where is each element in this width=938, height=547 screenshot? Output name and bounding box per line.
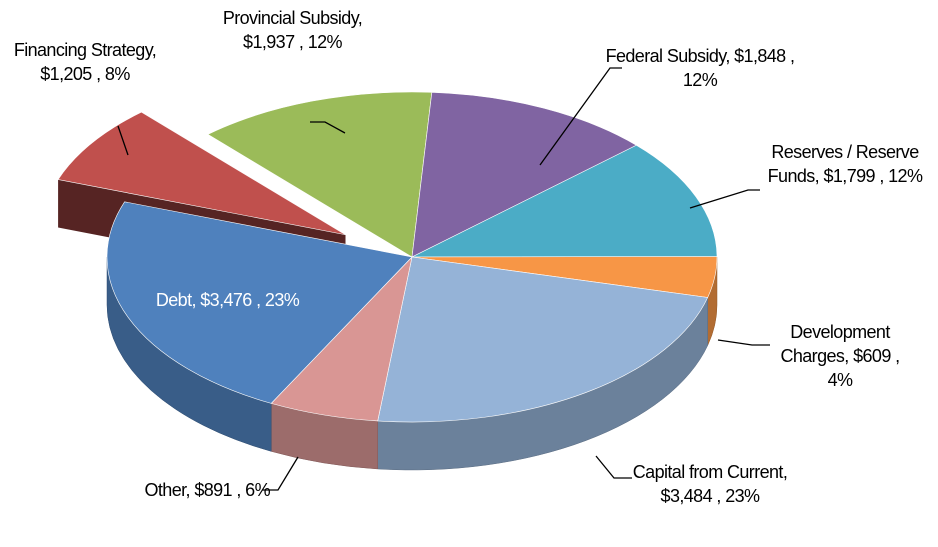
data-label: Provincial Subsidy, $1,937 , 12%: [222, 8, 363, 52]
data-label: Capital from Current, $3,484 , 23%: [632, 462, 788, 506]
data-label: Financing Strategy, $1,205 , 8%: [13, 40, 157, 84]
data-label: Other, $891 , 6%: [144, 480, 271, 500]
leader-line: [595, 455, 632, 479]
leader-line: [717, 339, 770, 346]
leader-line: [539, 67, 622, 166]
slice: [377, 256, 709, 423]
data-label: Reserves / Reserve Funds, $1,799 , 12%: [767, 142, 923, 186]
slice: [411, 144, 718, 258]
leader-line: [689, 189, 760, 209]
leader-line: [262, 456, 299, 491]
leader-line: [310, 121, 346, 134]
leader-line: [117, 125, 129, 156]
leader-lines: [117, 67, 770, 491]
slice: [411, 92, 637, 258]
slice: [57, 111, 346, 236]
pie-tops: [57, 91, 718, 423]
data-label: Debt, $3,476 , 23%: [155, 290, 300, 310]
data-label: Development Charges, $609 , 4%: [780, 322, 900, 390]
data-label: Federal Subsidy, $1,848 , 12%: [605, 46, 795, 90]
slice: [106, 201, 413, 404]
slice: [207, 91, 433, 258]
